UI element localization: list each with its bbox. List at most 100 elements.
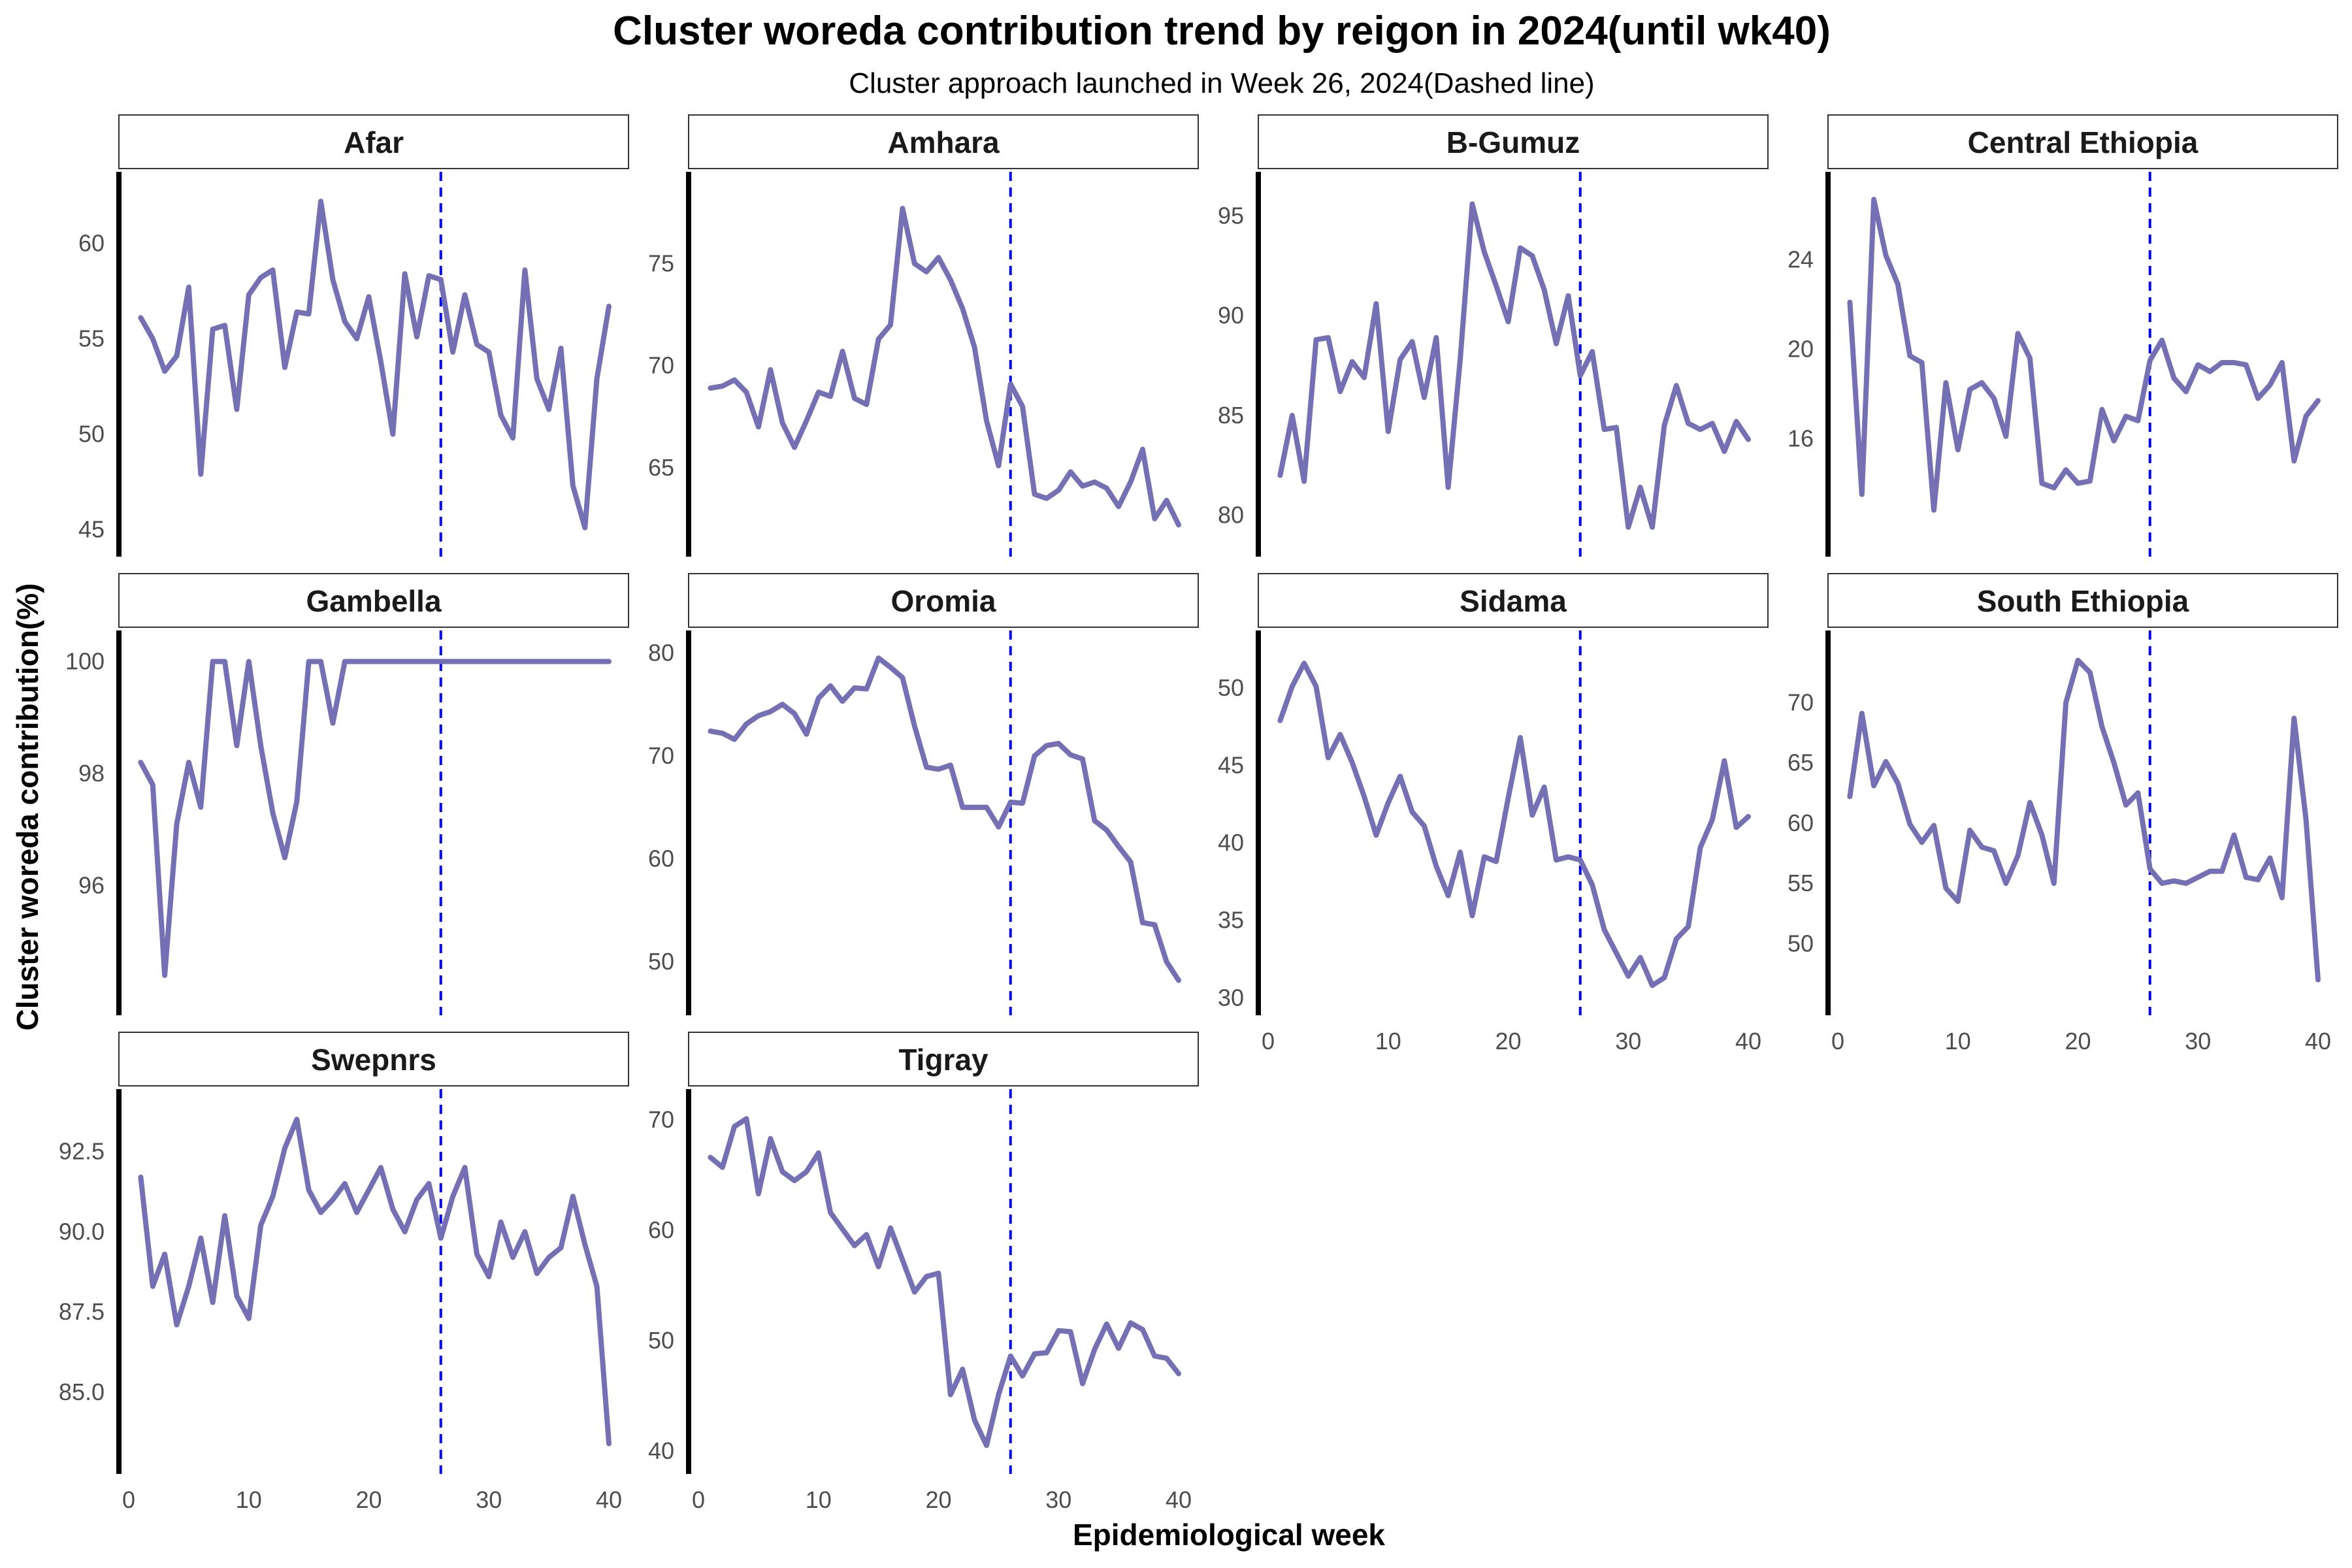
y-tick-label: 70 (648, 742, 674, 769)
y-tick-label: 16 (1788, 425, 1814, 451)
y-tick-label: 45 (1218, 752, 1244, 779)
chart-title: Cluster woreda contribution trend by rei… (613, 8, 1831, 54)
facet-strip (688, 114, 1199, 169)
facet-panel: Sidama 30 35 40 45 50 0 10 20 30 40 (1218, 573, 1769, 1054)
series-line (138, 659, 612, 978)
y-tick-label: 90.0 (59, 1218, 105, 1245)
y-tick-label: 80 (1218, 502, 1244, 529)
y-tick-label: 20 (1788, 335, 1814, 362)
facet-strip-label: Sidama (1460, 584, 1567, 618)
x-tick-label: 10 (1945, 1028, 1971, 1054)
x-tick-label: 30 (476, 1486, 502, 1513)
facet-panel: Gambella 96 98 100 (65, 573, 629, 1015)
facet-strip-label: Gambella (306, 584, 442, 618)
series-line (1277, 201, 1751, 530)
y-tick-label: 45 (78, 516, 105, 543)
facet-strip-label: Afar (344, 125, 404, 159)
y-tick-label: 70 (648, 1106, 674, 1133)
facet-panel: Central Ethiopia 16 20 24 (1788, 114, 2338, 557)
facet-strip (118, 1032, 629, 1086)
y-tick-label: 50 (648, 948, 674, 975)
facet-panel: Amhara 65 70 75 (648, 114, 1199, 557)
x-axis-title: Epidemiological week (1073, 1518, 1385, 1552)
y-tick-label: 65 (648, 454, 674, 481)
facet-strip-label: B-Gumuz (1446, 125, 1580, 159)
x-tick-label: 40 (2305, 1028, 2331, 1054)
facet-strip-label: Tigray (898, 1043, 988, 1077)
series-line (1277, 661, 1751, 988)
x-tick-label: 0 (1831, 1028, 1844, 1054)
y-tick-label: 75 (648, 250, 674, 276)
facet-strip (1258, 573, 1769, 628)
facet-strip-label: South Ethiopia (1977, 584, 2189, 618)
facet-strip (118, 114, 629, 169)
y-tick-label: 60 (1788, 809, 1814, 836)
y-tick-label: 87.5 (59, 1298, 105, 1325)
y-tick-label: 40 (1218, 829, 1244, 856)
y-tick-label: 70 (648, 352, 674, 379)
chart-subtitle: Cluster approach launched in Week 26, 20… (849, 67, 1594, 99)
series-line (138, 1117, 612, 1446)
y-tick-label: 65 (1788, 749, 1814, 776)
series-line (138, 199, 612, 531)
series-line (1847, 657, 2321, 983)
y-tick-label: 92.5 (59, 1137, 105, 1164)
facet-panel: Afar 45 50 55 60 (78, 114, 629, 557)
y-tick-label: 40 (648, 1437, 674, 1464)
y-tick-label: 50 (1218, 674, 1244, 701)
facet-panel: Tigray 40 50 60 70 0 10 20 30 40 (648, 1032, 1199, 1513)
y-tick-label: 95 (1218, 203, 1244, 229)
facet-strip (1827, 573, 2338, 628)
x-tick-label: 40 (1166, 1486, 1192, 1513)
y-tick-label: 70 (1788, 689, 1814, 715)
x-tick-label: 30 (2185, 1028, 2211, 1054)
facet-panel: B-Gumuz 80 85 90 95 (1218, 114, 1769, 557)
x-tick-label: 10 (236, 1486, 262, 1513)
x-tick-label: 0 (122, 1486, 135, 1513)
facet-strip (688, 1032, 1199, 1086)
y-tick-label: 98 (78, 760, 105, 787)
facet-strip-label: Central Ethiopia (1968, 125, 2198, 159)
y-tick-label: 50 (1788, 930, 1814, 956)
x-tick-label: 40 (1735, 1028, 1761, 1054)
series-line (1847, 197, 2321, 513)
facet-panel: Oromia 50 60 70 80 (648, 573, 1199, 1015)
x-tick-label: 20 (355, 1486, 382, 1513)
facet-strip (118, 573, 629, 628)
facet-strip-label: Swepnrs (311, 1043, 436, 1077)
x-tick-label: 0 (692, 1486, 705, 1513)
series-line (708, 206, 1181, 528)
y-tick-label: 60 (648, 845, 674, 872)
facet-strip (688, 573, 1199, 628)
y-tick-label: 30 (1218, 984, 1244, 1011)
x-tick-label: 0 (1262, 1028, 1275, 1054)
y-tick-label: 55 (1788, 870, 1814, 896)
y-tick-label: 60 (648, 1217, 674, 1243)
y-tick-label: 24 (1788, 246, 1814, 273)
facet-strip (1827, 114, 2338, 169)
y-tick-label: 50 (78, 421, 105, 448)
x-tick-label: 20 (925, 1486, 951, 1513)
y-tick-label: 50 (648, 1327, 674, 1354)
series-line (708, 655, 1181, 983)
x-tick-label: 10 (1375, 1028, 1401, 1054)
facet-panel: South Ethiopia 50 55 60 65 70 0 10 20 30 40 (1788, 573, 2338, 1054)
facet-strip-label: Amhara (887, 125, 1000, 159)
x-tick-label: 30 (1045, 1486, 1071, 1513)
facet-panel: Swepnrs 85.0 87.5 90.0 92.5 0 10 20 30 40 (59, 1032, 629, 1513)
y-tick-label: 60 (78, 229, 105, 256)
y-tick-label: 85.0 (59, 1379, 105, 1405)
facet-panels: Afar 45 50 55 60 Amhara 65 70 75 B-Gumuz 80 85 90 95 C… (59, 114, 2338, 1513)
x-tick-label: 10 (806, 1486, 832, 1513)
y-tick-label: 100 (65, 647, 105, 674)
x-tick-label: 20 (1495, 1028, 1521, 1054)
x-tick-label: 30 (1615, 1028, 1641, 1054)
facet-strip (1258, 114, 1769, 169)
series-line (708, 1116, 1181, 1448)
x-tick-label: 40 (596, 1486, 622, 1513)
y-axis-title: Cluster woreda contribution(%) (10, 583, 44, 1031)
y-tick-label: 35 (1218, 907, 1244, 934)
y-tick-label: 80 (648, 639, 674, 666)
x-tick-label: 20 (2065, 1028, 2091, 1054)
